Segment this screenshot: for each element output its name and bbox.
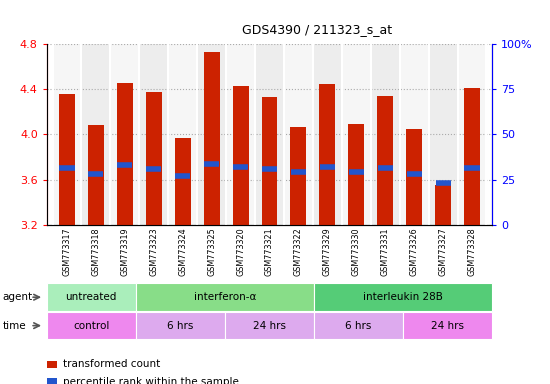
Bar <box>146 91 162 225</box>
Bar <box>81 44 111 225</box>
Bar <box>233 86 249 225</box>
Text: percentile rank within the sample: percentile rank within the sample <box>63 377 239 384</box>
Bar <box>53 44 81 225</box>
Bar <box>377 96 393 225</box>
Bar <box>175 138 191 225</box>
Bar <box>290 126 306 225</box>
Bar <box>139 44 168 225</box>
Bar <box>320 84 335 225</box>
Bar <box>435 185 451 225</box>
Bar <box>371 44 400 225</box>
Text: transformed count: transformed count <box>63 359 161 369</box>
Bar <box>400 44 428 225</box>
Text: untreated: untreated <box>65 292 117 302</box>
Text: 6 hrs: 6 hrs <box>345 321 372 331</box>
Bar <box>342 44 371 225</box>
Bar <box>59 94 75 225</box>
Bar <box>458 44 486 225</box>
Bar <box>197 44 226 225</box>
Text: 6 hrs: 6 hrs <box>167 321 194 331</box>
Bar <box>406 129 422 225</box>
Bar <box>284 44 313 225</box>
Bar <box>88 125 104 225</box>
Text: interleukin 28B: interleukin 28B <box>363 292 443 302</box>
Text: 24 hrs: 24 hrs <box>253 321 286 331</box>
Bar <box>255 44 284 225</box>
Text: 24 hrs: 24 hrs <box>431 321 464 331</box>
Bar <box>313 44 342 225</box>
Bar <box>262 97 277 225</box>
Text: agent: agent <box>3 292 33 302</box>
Bar <box>117 83 133 225</box>
Text: control: control <box>73 321 109 331</box>
Bar <box>428 44 458 225</box>
Bar <box>226 44 255 225</box>
Bar <box>204 52 219 225</box>
Bar <box>111 44 139 225</box>
Text: interferon-α: interferon-α <box>194 292 256 302</box>
Bar <box>464 88 480 225</box>
Bar <box>168 44 197 225</box>
Bar <box>348 124 364 225</box>
Text: GDS4390 / 211323_s_at: GDS4390 / 211323_s_at <box>242 23 392 36</box>
Text: time: time <box>3 321 26 331</box>
